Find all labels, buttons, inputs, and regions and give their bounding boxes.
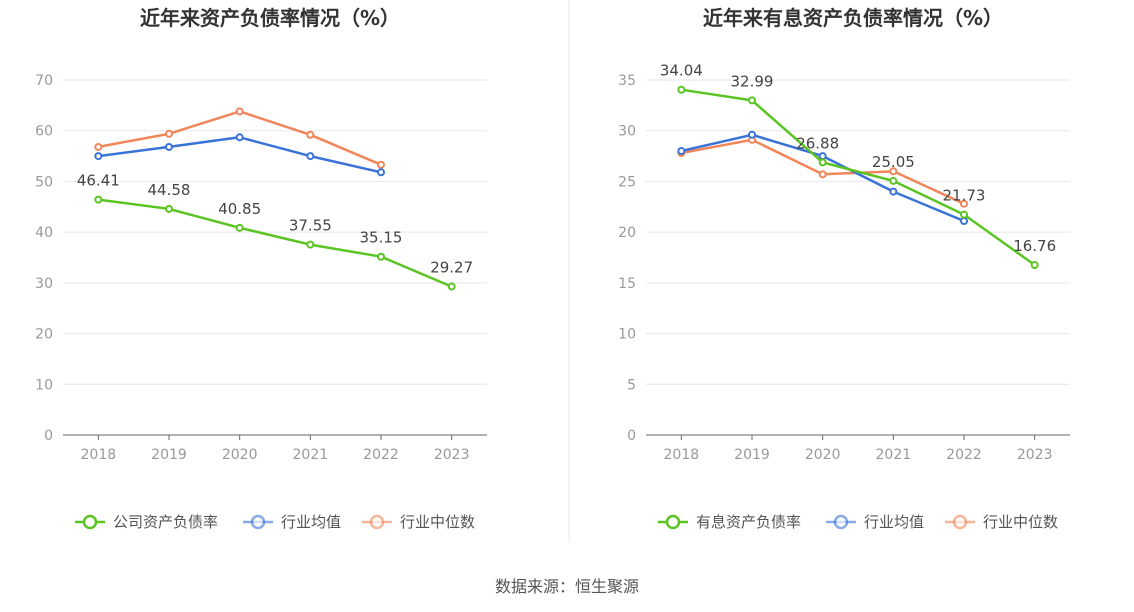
ib-debt-y-tick-label: 15 — [618, 276, 636, 292]
ib-debt-y-tick-label: 10 — [618, 327, 636, 343]
debt-legend-label: 公司资产负债率 — [113, 513, 218, 531]
ib-debt-series-point-0 — [748, 96, 756, 105]
debt-series-point-1 — [306, 152, 315, 161]
debt-series-point-1 — [235, 133, 244, 142]
ib-debt-y-tick-label: 20 — [618, 225, 636, 241]
ib-debt-series-point-1 — [748, 130, 756, 139]
ib-debt-y-tick-label: 30 — [618, 124, 636, 140]
ib-debt-series-point-1 — [960, 216, 968, 225]
ib-debt-legend-label: 有息资产负债率 — [696, 513, 801, 531]
debt-legend-label: 行业均值 — [281, 513, 341, 531]
ib-debt-series-point-0 — [960, 210, 968, 219]
ib-debt-series-point-0 — [889, 176, 898, 185]
debt-y-tick-label: 50 — [35, 174, 53, 190]
debt-series-point-0 — [306, 240, 315, 249]
ib-debt-series-point-1 — [889, 187, 898, 196]
debt-series-point-1 — [94, 152, 103, 161]
debt-data-label: 44.58 — [148, 181, 191, 199]
debt-y-tick-label: 40 — [35, 225, 53, 241]
debt-series-point-0 — [447, 282, 456, 291]
ib-debt-legend-swatch-marker — [833, 514, 849, 530]
debt-ratio-chart: 近年来资产负债率情况（%） 0 10 20 30 40 50 60 70 2018 2019 2020… — [35, 6, 487, 531]
ib-debt-data-label: 21.73 — [943, 187, 986, 205]
debt-series-point-1 — [165, 142, 173, 151]
debt-data-label: 37.55 — [289, 217, 332, 235]
ib-debt-data-label: 25.05 — [872, 153, 915, 171]
debt-x-tick-label: 2020 — [222, 447, 258, 463]
ib-debt-x-tick-label: 2020 — [805, 447, 841, 463]
debt-series-point-0 — [165, 204, 173, 213]
ib-debt-x-tick-label: 2021 — [876, 447, 912, 463]
ib-debt-y-tick-label: 35 — [618, 73, 636, 89]
debt-y-tick-label: 70 — [35, 73, 53, 89]
ib-debt-legend-label: 行业均值 — [864, 513, 924, 531]
ib-debt-data-label: 32.99 — [731, 72, 774, 90]
debt-y-tick-label: 30 — [35, 276, 53, 292]
debt-series-point-2 — [165, 129, 173, 138]
debt-series-point-2 — [235, 107, 244, 116]
debt-series-point-0 — [377, 252, 385, 261]
ib-debt-legend-swatch-marker — [952, 514, 968, 530]
debt-data-label: 46.41 — [77, 172, 120, 190]
ib-debt-series-line-0 — [681, 88, 1036, 267]
debt-data-label: 29.27 — [430, 259, 473, 277]
ib-debt-series-point-0 — [677, 85, 686, 94]
ib-debt-y-tick-label: 25 — [618, 174, 636, 190]
debt-x-tick-label: 2018 — [81, 447, 117, 463]
ib-debt-x-tick-label: 2018 — [664, 447, 700, 463]
ib-debt-y-tick-label: 0 — [627, 428, 636, 444]
debt-y-tick-label: 60 — [35, 124, 53, 140]
interest-bearing-debt-ratio-chart: 近年来有息资产负债率情况（%） 0 5 10 15 20 25 30 35 2018 2019 202… — [618, 6, 1070, 531]
debt-series-line-1 — [98, 136, 382, 174]
ib-debt-legend-label: 行业中位数 — [983, 513, 1058, 531]
ib-debt-series-point-1 — [677, 147, 686, 155]
debt-x-tick-label: 2023 — [434, 447, 470, 463]
ib-debt-series-point-2 — [960, 199, 968, 208]
debt-legend-swatch-marker — [369, 514, 385, 530]
debt-series-point-2 — [94, 142, 103, 151]
debt-legend-swatch-marker — [82, 514, 98, 530]
ib-debt-series-point-2 — [889, 167, 898, 176]
debt-data-label: 40.85 — [218, 200, 261, 218]
ib-debt-y-tick-label: 5 — [627, 377, 636, 393]
ib-debt-series-point-0 — [818, 158, 827, 167]
ib-debt-x-tick-label: 2019 — [734, 447, 770, 463]
debt-chart-title: 近年来资产负债率情况（%） — [140, 6, 400, 30]
debt-series-line-0 — [98, 198, 453, 288]
ib-debt-series-point-0 — [1030, 261, 1039, 270]
debt-data-label: 35.15 — [360, 229, 403, 247]
debt-series-point-0 — [235, 223, 244, 232]
debt-y-tick-label: 20 — [35, 327, 53, 343]
debt-legend-swatch-marker — [250, 514, 266, 530]
ib-debt-data-label: 26.88 — [796, 134, 839, 152]
debt-legend-label: 行业中位数 — [400, 513, 475, 531]
debt-y-tick-label: 10 — [35, 377, 53, 393]
debt-y-tick-label: 0 — [44, 428, 53, 444]
ib-debt-legend-swatch-marker — [665, 514, 681, 530]
debt-x-tick-label: 2022 — [363, 447, 399, 463]
ib-debt-data-label: 34.04 — [660, 62, 703, 80]
data-source-note: 数据来源：恒生聚源 — [495, 577, 639, 596]
debt-x-tick-label: 2021 — [293, 447, 329, 463]
ib-debt-x-tick-label: 2022 — [946, 447, 982, 463]
ib-debt-data-label: 16.76 — [1013, 237, 1056, 255]
debt-x-tick-label: 2019 — [151, 447, 187, 463]
ib-debt-series-point-1 — [818, 152, 827, 161]
ib-debt-series-point-2 — [818, 170, 827, 179]
debt-series-point-2 — [306, 130, 315, 139]
debt-series-point-0 — [94, 195, 103, 204]
ib-debt-x-tick-label: 2023 — [1017, 447, 1053, 463]
ib-debt-chart-title: 近年来有息资产负债率情况（%） — [703, 6, 1003, 30]
debt-series-point-2 — [377, 160, 385, 169]
debt-series-point-1 — [377, 168, 385, 177]
